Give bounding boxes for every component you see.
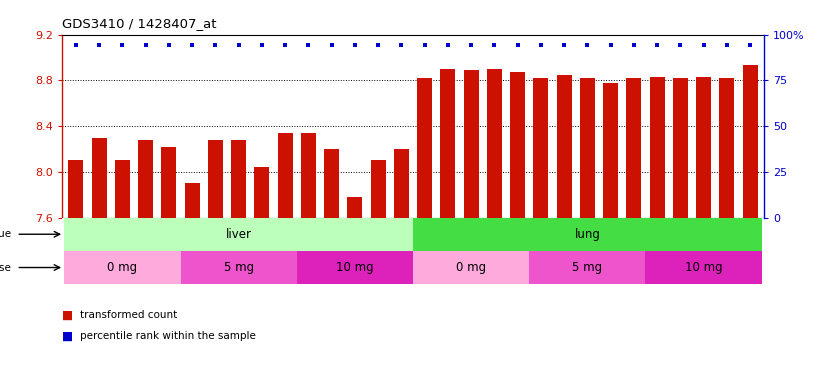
Bar xyxy=(529,251,645,284)
Bar xyxy=(324,149,339,218)
Text: 5 mg: 5 mg xyxy=(224,261,254,274)
Bar xyxy=(92,137,107,218)
Bar xyxy=(254,167,269,218)
Bar xyxy=(440,69,455,218)
Bar xyxy=(603,83,618,218)
Text: 0 mg: 0 mg xyxy=(456,261,487,274)
Bar xyxy=(580,78,595,218)
Bar xyxy=(208,140,223,218)
Bar xyxy=(557,74,572,218)
Bar xyxy=(64,218,413,251)
Text: lung: lung xyxy=(574,228,601,241)
Text: ■: ■ xyxy=(62,308,73,321)
Bar xyxy=(347,197,363,218)
Bar xyxy=(626,78,642,218)
Bar xyxy=(510,72,525,218)
Bar xyxy=(534,78,548,218)
Bar xyxy=(115,161,130,218)
Bar xyxy=(696,77,711,218)
Text: transformed count: transformed count xyxy=(80,310,178,320)
Text: percentile rank within the sample: percentile rank within the sample xyxy=(80,331,256,341)
Bar xyxy=(297,251,413,284)
Bar xyxy=(371,161,386,218)
Bar xyxy=(394,149,409,218)
Bar xyxy=(181,251,297,284)
Bar xyxy=(673,78,688,218)
Bar xyxy=(413,218,762,251)
Bar xyxy=(417,78,432,218)
Bar xyxy=(301,133,316,218)
Bar xyxy=(138,140,153,218)
Bar xyxy=(231,140,246,218)
Bar xyxy=(69,161,83,218)
Bar xyxy=(278,133,292,218)
Text: liver: liver xyxy=(225,228,252,241)
Bar xyxy=(463,70,479,218)
Bar xyxy=(487,69,502,218)
Text: GDS3410 / 1428407_at: GDS3410 / 1428407_at xyxy=(62,17,216,30)
Text: tissue: tissue xyxy=(0,229,12,239)
Bar xyxy=(649,77,665,218)
Bar xyxy=(161,147,177,218)
Text: 10 mg: 10 mg xyxy=(336,261,373,274)
Bar xyxy=(413,251,529,284)
Text: dose: dose xyxy=(0,263,12,273)
Bar xyxy=(64,251,181,284)
Bar xyxy=(184,183,200,218)
Text: ■: ■ xyxy=(62,329,73,343)
Bar xyxy=(743,65,757,218)
Text: 0 mg: 0 mg xyxy=(107,261,137,274)
Text: 10 mg: 10 mg xyxy=(685,261,723,274)
Text: 5 mg: 5 mg xyxy=(572,261,602,274)
Bar xyxy=(719,78,734,218)
Bar xyxy=(645,251,762,284)
